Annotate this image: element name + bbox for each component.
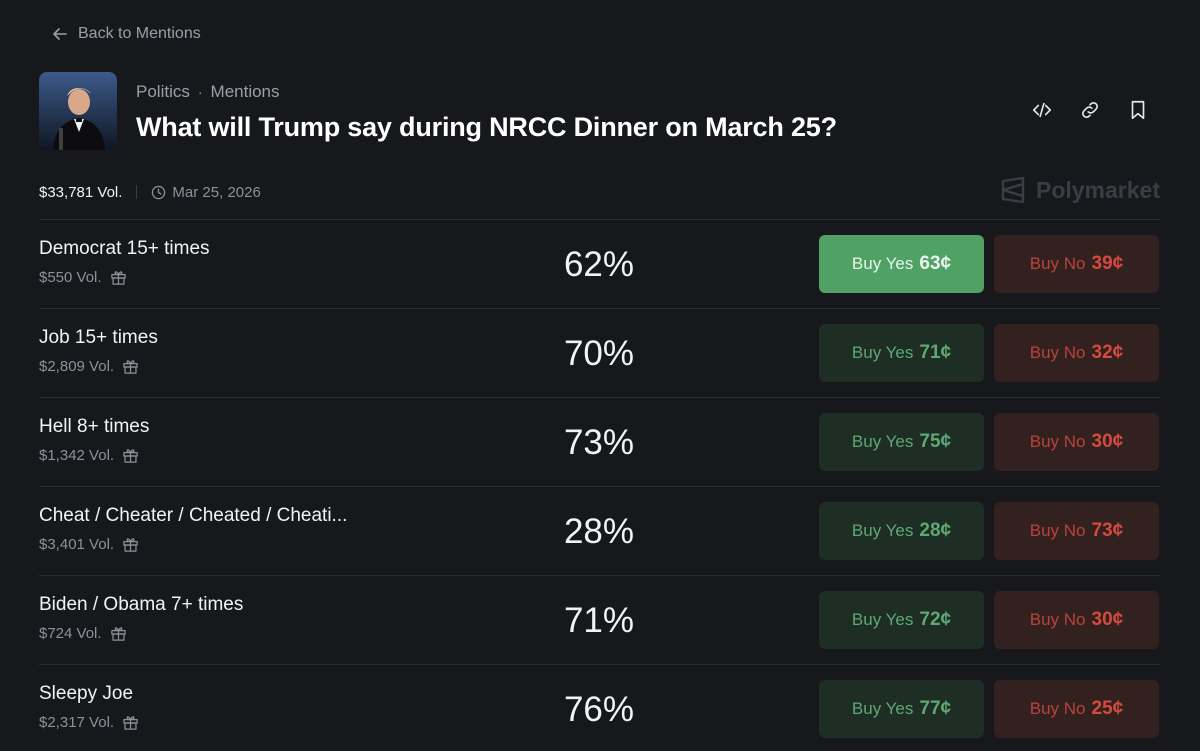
buy-yes-label: Buy Yes bbox=[851, 343, 914, 362]
buy-yes-button[interactable]: Buy Yes 75¢ bbox=[819, 413, 984, 471]
market-row: Hell 8+ times $1,342 Vol. 73% Buy Yes 75¢… bbox=[39, 397, 1160, 486]
market-name[interactable]: Cheat / Cheater / Cheated / Cheati... bbox=[39, 505, 348, 526]
market-volume-text: $1,342 Vol. bbox=[39, 447, 115, 464]
buy-no-price: 30¢ bbox=[1091, 609, 1124, 630]
market-probability: 62% bbox=[563, 245, 635, 284]
market-row: Job 15+ times $2,809 Vol. 70% Buy Yes 71¢… bbox=[39, 308, 1160, 397]
buy-no-button[interactable]: Buy No 25¢ bbox=[994, 680, 1159, 738]
market-row: Cheat / Cheater / Cheated / Cheati... $3… bbox=[39, 486, 1160, 575]
buy-yes-price: 63¢ bbox=[919, 253, 952, 274]
buy-yes-price: 71¢ bbox=[919, 342, 952, 363]
market-volume: $2,809 Vol. bbox=[39, 358, 139, 375]
buy-yes-label: Buy Yes bbox=[851, 254, 914, 273]
market-probability: 71% bbox=[563, 601, 635, 640]
buy-yes-price: 72¢ bbox=[919, 609, 952, 630]
clock-icon bbox=[152, 185, 166, 199]
event-thumbnail bbox=[39, 72, 117, 150]
market-name[interactable]: Biden / Obama 7+ times bbox=[39, 594, 244, 615]
gift-icon[interactable] bbox=[122, 536, 139, 553]
meta-divider bbox=[136, 185, 138, 199]
gift-icon[interactable] bbox=[110, 625, 127, 642]
market-volume: $550 Vol. bbox=[39, 269, 127, 286]
buy-yes-button[interactable]: Buy Yes 63¢ bbox=[819, 235, 984, 293]
buy-no-button[interactable]: Buy No 30¢ bbox=[994, 591, 1159, 649]
buy-no-label: Buy No bbox=[1029, 254, 1086, 273]
buy-no-label: Buy No bbox=[1029, 432, 1086, 451]
market-name[interactable]: Sleepy Joe bbox=[39, 683, 134, 704]
back-label: Back to Mentions bbox=[78, 25, 201, 42]
market-volume: $3,401 Vol. bbox=[39, 536, 139, 553]
buy-no-label: Buy No bbox=[1029, 699, 1086, 718]
gift-icon[interactable] bbox=[122, 358, 139, 375]
gift-icon[interactable] bbox=[122, 447, 139, 464]
market-volume: $2,317 Vol. bbox=[39, 714, 139, 731]
buy-no-label: Buy No bbox=[1029, 610, 1086, 629]
market-volume-text: $724 Vol. bbox=[39, 625, 102, 642]
buy-no-label: Buy No bbox=[1029, 343, 1086, 362]
buy-yes-label: Buy Yes bbox=[851, 521, 914, 540]
subcategory-link[interactable]: Mentions bbox=[210, 82, 280, 101]
bookmark-icon bbox=[1131, 100, 1145, 120]
buy-yes-label: Buy Yes bbox=[851, 610, 914, 629]
brand-name: Polymarket bbox=[1035, 176, 1160, 203]
market-row: Democrat 15+ times $550 Vol. 62% Buy Yes… bbox=[39, 219, 1160, 308]
bookmark-button[interactable] bbox=[1126, 98, 1150, 122]
buy-yes-label: Buy Yes bbox=[851, 699, 914, 718]
market-row: Sleepy Joe $2,317 Vol. 76% Buy Yes 77¢ Bu… bbox=[39, 664, 1160, 751]
buy-no-button[interactable]: Buy No 32¢ bbox=[994, 324, 1159, 382]
market-meta: $33,781 Vol. Mar 25, 2026 bbox=[39, 180, 261, 204]
copy-link-button[interactable] bbox=[1078, 98, 1102, 122]
buy-no-button[interactable]: Buy No 39¢ bbox=[994, 235, 1159, 293]
market-volume-text: $2,809 Vol. bbox=[39, 358, 115, 375]
end-date-text: Mar 25, 2026 bbox=[172, 183, 261, 201]
buy-no-price: 39¢ bbox=[1091, 253, 1124, 274]
page-title: What will Trump say during NRCC Dinner o… bbox=[136, 112, 837, 142]
buy-yes-price: 75¢ bbox=[919, 431, 952, 452]
polymarket-logo: Polymarket bbox=[1000, 176, 1160, 204]
arrow-left-icon bbox=[53, 28, 67, 40]
end-date: Mar 25, 2026 bbox=[151, 183, 261, 201]
buy-yes-price: 28¢ bbox=[919, 520, 952, 541]
category-link[interactable]: Politics bbox=[136, 82, 190, 101]
market-volume-text: $550 Vol. bbox=[39, 269, 102, 286]
market-name[interactable]: Job 15+ times bbox=[39, 327, 158, 348]
buy-no-label: Buy No bbox=[1029, 521, 1086, 540]
market-header: Politics · Mentions What will Trump say … bbox=[39, 72, 1160, 152]
buy-yes-button[interactable]: Buy Yes 71¢ bbox=[819, 324, 984, 382]
market-volume-text: $3,401 Vol. bbox=[39, 536, 115, 553]
buy-yes-button[interactable]: Buy Yes 77¢ bbox=[819, 680, 984, 738]
buy-no-button[interactable]: Buy No 30¢ bbox=[994, 413, 1159, 471]
buy-yes-button[interactable]: Buy Yes 72¢ bbox=[819, 591, 984, 649]
gift-icon[interactable] bbox=[122, 714, 139, 731]
market-probability: 70% bbox=[563, 334, 635, 373]
back-to-mentions-link[interactable]: Back to Mentions bbox=[52, 22, 201, 46]
buy-no-price: 25¢ bbox=[1091, 698, 1124, 719]
market-name[interactable]: Hell 8+ times bbox=[39, 416, 150, 437]
code-icon bbox=[1032, 102, 1052, 118]
buy-no-price: 32¢ bbox=[1091, 342, 1124, 363]
embed-button[interactable] bbox=[1030, 98, 1054, 122]
header-actions bbox=[1030, 98, 1150, 122]
buy-yes-label: Buy Yes bbox=[851, 432, 914, 451]
market-volume: $724 Vol. bbox=[39, 625, 127, 642]
gift-icon[interactable] bbox=[110, 269, 127, 286]
buy-no-price: 30¢ bbox=[1091, 431, 1124, 452]
market-volume: $1,342 Vol. bbox=[39, 447, 139, 464]
market-probability: 76% bbox=[563, 690, 635, 729]
buy-no-price: 73¢ bbox=[1091, 520, 1124, 541]
market-volume-text: $2,317 Vol. bbox=[39, 714, 115, 731]
market-list: Democrat 15+ times $550 Vol. 62% Buy Yes… bbox=[39, 219, 1160, 751]
market-row: Biden / Obama 7+ times $724 Vol. 71% Buy… bbox=[39, 575, 1160, 664]
polymarket-logo-icon bbox=[1001, 176, 1025, 204]
buy-no-button[interactable]: Buy No 73¢ bbox=[994, 502, 1159, 560]
total-volume: $33,781 Vol. bbox=[39, 183, 123, 201]
market-probability: 73% bbox=[563, 423, 635, 462]
link-icon bbox=[1082, 102, 1098, 118]
breadcrumb-separator: · bbox=[197, 84, 203, 100]
breadcrumb: Politics · Mentions bbox=[136, 82, 280, 102]
buy-yes-button[interactable]: Buy Yes 28¢ bbox=[819, 502, 984, 560]
buy-yes-price: 77¢ bbox=[919, 698, 952, 719]
market-name[interactable]: Democrat 15+ times bbox=[39, 238, 210, 259]
market-probability: 28% bbox=[563, 512, 635, 551]
